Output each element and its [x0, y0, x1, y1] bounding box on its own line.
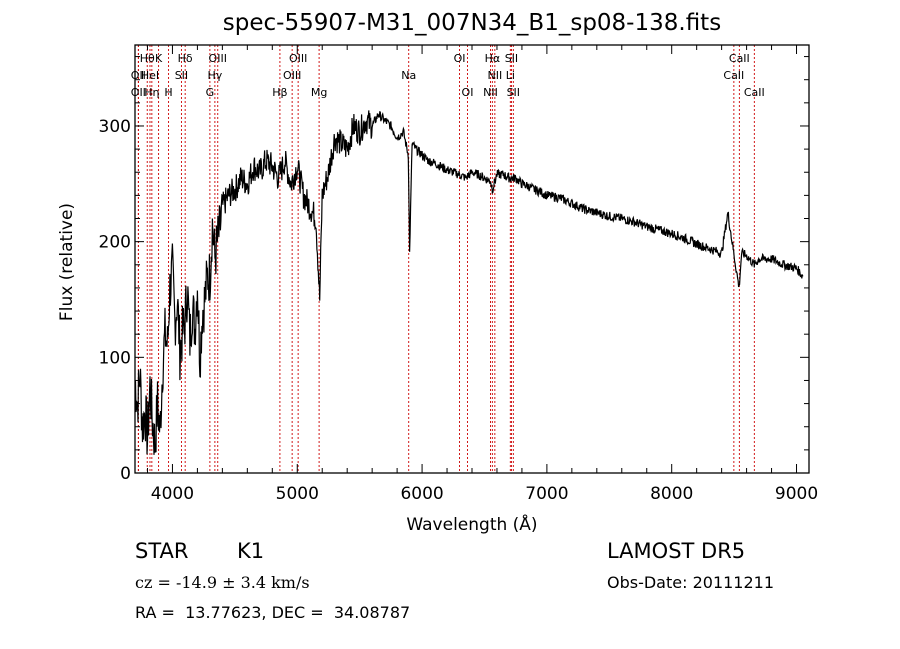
x-ticks: 4000 5000 6000 7000 8000 9000: [146, 45, 818, 504]
y-tick-label: 200: [99, 233, 131, 253]
x-tick-label: 6000: [400, 484, 443, 504]
line-label: OIII: [289, 52, 307, 65]
spectrum-line: [134, 110, 804, 455]
chart-title: spec-55907-M31_007N34_B1_sp08-138.fits: [223, 10, 721, 36]
line-label: Hγ: [207, 69, 222, 82]
y-tick-label: 0: [120, 464, 131, 484]
y-axis-label: Flux (relative): [57, 203, 77, 321]
redshift-cz: cz = -14.9 ± 3.4 km/s: [135, 573, 310, 592]
line-label: CaII: [744, 86, 765, 99]
line-label: OI: [454, 52, 466, 65]
line-label: SII: [505, 52, 518, 65]
emission-lines: [137, 45, 755, 473]
line-label: Hη: [144, 86, 159, 99]
line-label: Hα: [485, 52, 501, 65]
line-label: G: [206, 86, 215, 99]
y-ticks: 0 100 200 300: [99, 56, 809, 484]
line-label: Mg: [311, 86, 327, 99]
line-label: Hδ: [178, 52, 193, 65]
line-label: NII: [483, 86, 498, 99]
x-axis-label: Wavelength (Å): [406, 513, 537, 535]
line-label: HeI: [141, 69, 159, 82]
object-subclass: K1: [237, 539, 265, 563]
line-label: SII: [507, 86, 520, 99]
x-tick-label: 4000: [151, 484, 194, 504]
line-label: OI: [462, 86, 474, 99]
line-label: K: [155, 52, 163, 65]
plot-frame: [134, 44, 810, 474]
x-tick-label: 8000: [650, 484, 693, 504]
line-label: OIII: [209, 52, 227, 65]
line-label: NII: [487, 69, 502, 82]
line-label: OIII: [283, 69, 301, 82]
line-label: Li: [506, 69, 515, 82]
line-label: Na: [401, 69, 416, 82]
x-tick-label: 5000: [276, 484, 319, 504]
line-label: H: [164, 86, 172, 99]
line-label: CaII: [723, 69, 744, 82]
line-label: Hθ: [140, 52, 155, 65]
x-tick-label: 9000: [775, 484, 818, 504]
line-label: CaII: [729, 52, 750, 65]
x-tick-label: 7000: [525, 484, 568, 504]
object-class: STAR: [135, 539, 189, 563]
survey-name: LAMOST DR5: [607, 539, 746, 563]
coordinates: RA = 13.77623, DEC = 34.08787: [135, 603, 411, 622]
y-tick-label: 100: [99, 348, 131, 368]
observation-date: Obs-Date: 20111211: [607, 573, 775, 592]
line-label: SII: [175, 69, 188, 82]
line-label: Hβ: [272, 86, 287, 99]
y-tick-label: 300: [99, 117, 131, 137]
